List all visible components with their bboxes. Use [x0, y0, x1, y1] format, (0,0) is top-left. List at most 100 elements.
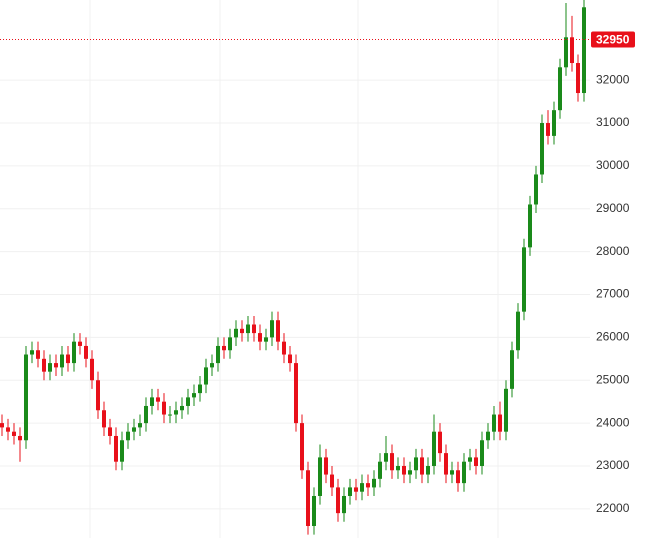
y-tick-label: 25000 [596, 372, 630, 386]
candle-body [522, 247, 526, 312]
candle-body [72, 341, 76, 364]
candle-body [540, 123, 544, 175]
candle-body [384, 453, 388, 462]
y-tick-label: 27000 [596, 287, 630, 301]
candle-body [336, 487, 340, 514]
candle-body [294, 363, 298, 424]
candle-body [468, 457, 472, 462]
candle-body [528, 204, 532, 248]
candle-body [516, 311, 520, 351]
candle-body [108, 427, 112, 436]
candle-body [30, 350, 34, 355]
candle-body [246, 324, 250, 334]
candle-body [252, 324, 256, 334]
y-tick-label: 30000 [596, 158, 630, 172]
candle-body [354, 487, 358, 492]
candle-body [372, 478, 376, 488]
candle-body [300, 423, 304, 471]
candle-body [408, 470, 412, 475]
candle-body [534, 174, 538, 205]
candle-body [420, 457, 424, 475]
candle-body [114, 435, 118, 462]
y-tick-label: 24000 [596, 415, 630, 429]
y-tick-label: 31000 [596, 115, 630, 129]
candle-body [288, 354, 292, 364]
candle-body [222, 345, 226, 351]
y-tick-label: 23000 [596, 458, 630, 472]
candle-body [486, 431, 490, 441]
candle-body [240, 328, 244, 334]
candle-body [342, 495, 346, 514]
candle-body [126, 431, 130, 441]
candle-body [66, 354, 70, 364]
candle-body [12, 431, 16, 436]
candle-body [306, 470, 310, 526]
candle-body [564, 37, 568, 68]
candle-body [204, 367, 208, 385]
candle-body [258, 333, 262, 342]
candle-body [348, 487, 352, 496]
candle-body [366, 483, 370, 488]
candle-body [282, 341, 286, 355]
candle-body [6, 427, 10, 432]
candle-body [264, 337, 268, 342]
candle-body [474, 457, 478, 466]
candle-body [576, 63, 580, 94]
candle-body [570, 37, 574, 64]
candle-body [138, 423, 142, 428]
candle-body [414, 457, 418, 471]
candle-body [168, 414, 172, 416]
candle-body [462, 461, 466, 484]
candle-body [18, 435, 22, 441]
candle-body [318, 457, 322, 496]
candle-body [162, 401, 166, 415]
candle-body [312, 495, 316, 526]
candle-body [156, 397, 160, 402]
candle-body [450, 470, 454, 475]
candle-body [390, 453, 394, 471]
candle-body [102, 410, 106, 428]
last-price-label: 32950 [596, 33, 630, 47]
candle-body [378, 461, 382, 479]
candle-body [24, 354, 28, 441]
candle-body [132, 427, 136, 432]
candle-body [546, 123, 550, 136]
y-tick-label: 22000 [596, 501, 630, 515]
candle-body [216, 345, 220, 364]
candle-body [444, 453, 448, 475]
candle-body [330, 474, 334, 488]
candle-body [180, 405, 184, 411]
candle-body [438, 431, 442, 454]
candle-body [150, 397, 154, 406]
y-tick-label: 26000 [596, 330, 630, 344]
candle-body [60, 354, 64, 368]
candle-body [0, 423, 4, 428]
candle-body [42, 358, 46, 372]
candle-body [90, 358, 94, 381]
candle-body [36, 350, 40, 359]
candle-body [504, 388, 508, 432]
y-tick-label: 32000 [596, 72, 630, 86]
candle-body [276, 320, 280, 342]
last-price-badge [591, 31, 635, 48]
candle-body [228, 337, 232, 351]
candle-body [432, 431, 436, 466]
candle-body [270, 320, 274, 338]
candle-body [582, 7, 586, 94]
candle-body [552, 110, 556, 136]
candle-body [510, 350, 514, 389]
candle-body [360, 483, 364, 492]
candle-body [186, 397, 190, 406]
candle-body [78, 341, 82, 346]
candle-body [192, 393, 196, 398]
candle-body [210, 363, 214, 368]
candle-body [120, 440, 124, 462]
candle-body [54, 363, 58, 368]
candle-body [324, 457, 328, 475]
candle-body [558, 67, 562, 111]
y-tick-label: 28000 [596, 244, 630, 258]
vertical-grid [89, 0, 499, 538]
candle-body [234, 328, 238, 338]
candle-body [480, 440, 484, 466]
